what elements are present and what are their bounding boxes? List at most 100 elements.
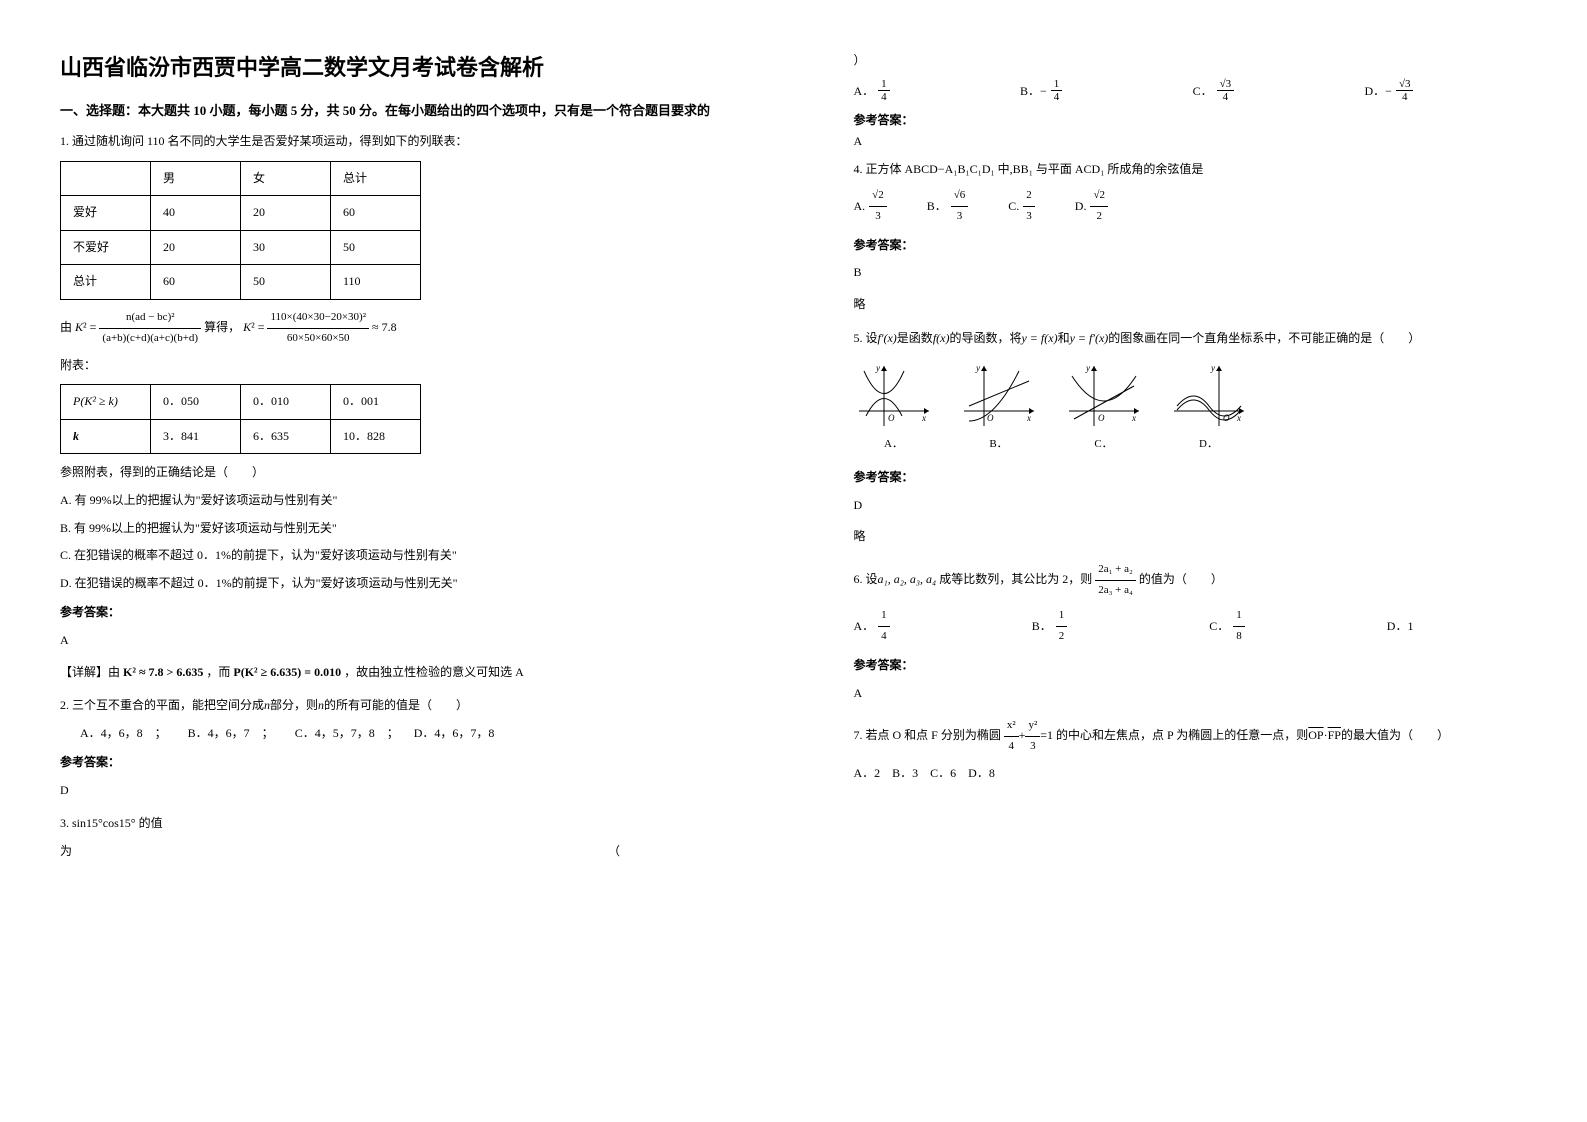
svg-text:y: y (875, 363, 880, 373)
table-row: 爱好 40 20 60 (61, 196, 421, 231)
table-cell: 男 (151, 161, 241, 196)
q4-stem: 4. 正方体 ABCD−A₁B₁C₁D₁ 中,BB₁ 与平面 ACD₁ 所成角的… (854, 159, 1528, 181)
q5-graphs: O x y A． O x y B． (854, 361, 1528, 455)
q3-line2: 为 （ (60, 841, 620, 863)
q1-conclude: 参照附表，得到的正确结论是（ ） (60, 462, 734, 484)
table-cell: 60 (331, 196, 421, 231)
graph-a-svg: O x y (854, 361, 934, 431)
q5-note: 略 (854, 526, 1528, 548)
q5-prefix: 5. 设 (854, 331, 878, 345)
q7-options: A．2 B．3 C．6 D．8 (854, 763, 1528, 785)
vec-fp: FP (1328, 728, 1341, 742)
detail-mid2: ，而 (206, 665, 230, 679)
q2-stem-suffix: 的所有可能的值是（ ） (324, 698, 468, 712)
svg-text:O: O (1098, 413, 1105, 423)
k2-rhs-num: 110×(40×30−20×30)² (267, 308, 369, 329)
table-cell: 50 (241, 265, 331, 300)
frac-num: √3 (1396, 78, 1414, 91)
answer-label: 参考答案： (854, 467, 1528, 489)
k2-approx: ≈ 7.8 (372, 320, 397, 334)
q4-opt-a: A.√23 (854, 186, 887, 227)
q2-stem-prefix: 2. 三个互不重合的平面，能把空间分成 (60, 698, 264, 712)
svg-text:x: x (921, 413, 926, 423)
q1-answer: A (60, 630, 734, 652)
detail-suffix: ，故由独立性检验的意义可知选 A (344, 665, 524, 679)
question-2: 2. 三个互不重合的平面，能把空间分成n部分，则n的所有可能的值是（ ） A．4… (60, 695, 734, 801)
q4-note: 略 (854, 294, 1528, 316)
frac-den: 2 (1056, 627, 1068, 647)
q6-stem: 6. 设a₁, a₂, a₃, a₄ 成等比数列，其公比为 2，则 2a₁ + … (854, 560, 1528, 601)
frac-num: √3 (1217, 78, 1235, 91)
q6-opt-d: D．1 (1387, 606, 1414, 647)
frac-den: 8 (1233, 627, 1245, 647)
opt-label: D. (1075, 196, 1087, 218)
q6-prefix: 6. 设 (854, 572, 878, 586)
q6-seq: a₁, a₂, a₃, a₄ (878, 572, 937, 586)
vec-op: OP (1308, 728, 1323, 742)
frac-num: 1 (878, 606, 890, 627)
graph-a: O x y A． (854, 361, 934, 455)
graph-b: O x y B． (959, 361, 1039, 455)
table-cell: 总计 (61, 265, 151, 300)
ell-num1: x² (1004, 716, 1019, 737)
table-row: P(K² ≥ k) 0．050 0．010 0．001 (61, 385, 421, 420)
q7-stem: 7. 若点 O 和点 F 分别为椭圆 x²4+y²3=1 的中心和左焦点，点 P… (854, 716, 1528, 757)
frac-den: 3 (1023, 207, 1035, 227)
q1-opt-d: D. 在犯错误的概率不超过 0．1%的前提下，认为"爱好该项运动与性别无关" (60, 573, 734, 595)
frac-num: √2 (869, 186, 887, 207)
svg-text:x: x (1131, 413, 1136, 423)
q6-opt-c: C．18 (1209, 606, 1245, 647)
q2-stem: 2. 三个互不重合的平面，能把空间分成n部分，则n的所有可能的值是（ ） (60, 695, 734, 717)
table-cell: 0．010 (241, 385, 331, 420)
detail-prefix: 【详解】由 (60, 665, 120, 679)
frac-den: 4 (878, 627, 890, 647)
q6-mid: 成等比数列，其公比为 2，则 (939, 572, 1092, 586)
frac-den: 4 (878, 91, 890, 103)
table-row: 总计 60 50 110 (61, 265, 421, 300)
opt-label: C. (1008, 196, 1019, 218)
q6-options: A．14 B．12 C．18 D．1 (854, 606, 1414, 647)
graph-d: O x y D． (1169, 361, 1249, 455)
graph-label: D． (1169, 435, 1249, 455)
table-row: 不爱好 20 30 50 (61, 230, 421, 265)
svg-text:x: x (1236, 413, 1241, 423)
q1-stem: 1. 通过随机询问 110 名不同的大学生是否爱好某项运动，得到如下的列联表： (60, 131, 734, 153)
q5-mid2: 的导函数，将 (949, 331, 1021, 345)
table-row: k 3．841 6．635 10．828 (61, 419, 421, 454)
ell-num2: y² (1025, 716, 1040, 737)
q7-prefix: 7. 若点 O 和点 F 分别为椭圆 (854, 728, 1001, 742)
table-cell: 50 (331, 230, 421, 265)
question-5: 5. 设f′(x)是函数f(x)的导函数，将y = f(x)和y = f′(x)… (854, 328, 1528, 548)
q3-answer: A (854, 134, 1528, 149)
graph-d-svg: O x y (1169, 361, 1249, 431)
q2-options: A．4，6，8 ； B．4，6，7 ； C．4，5，7，8 ； D．4，6，7，… (60, 723, 734, 745)
q7-suffix: 的最大值为（ ） (1341, 728, 1449, 742)
q3-opt-b: B．−14 (1020, 78, 1062, 103)
q5-answer: D (854, 495, 1528, 517)
q2-opt-d: D．4，6，7，8 (414, 726, 495, 740)
q7-mid: 的中心和左焦点，点 P 为椭圆上的任意一点，则 (1056, 728, 1308, 742)
detail-p: P(K² ≥ 6.635) = 0.010 (233, 665, 341, 679)
opt-label: C． (1193, 82, 1213, 99)
opt-label: B．− (1020, 82, 1047, 99)
q3-opt-a: A．14 (854, 78, 890, 103)
q3-options: A．14 B．−14 C． √3 4 D．−√34 (854, 78, 1414, 103)
answer-label: 参考答案： (60, 752, 734, 774)
plus-icon: + (1019, 728, 1026, 742)
q3-line2-prefix: 为 (60, 841, 72, 863)
table-cell: 60 (151, 265, 241, 300)
q1-appendix-label: 附表： (60, 355, 734, 377)
k2-den: (a+b)(c+d)(a+c)(b+d) (99, 329, 201, 349)
q3-suffix: 的值 (139, 816, 163, 830)
q3-opt-d: D．−√34 (1365, 78, 1414, 103)
q6-frac-den: 2a₃ + a₄ (1095, 581, 1136, 601)
graph-b-svg: O x y (959, 361, 1039, 431)
table-cell: P(K² ≥ k) (61, 385, 151, 420)
formula-prefix: 由 (60, 320, 72, 334)
q2-stem-mid: 部分，则 (270, 698, 318, 712)
table-cell: 爱好 (61, 196, 151, 231)
q3-prefix: 3. (60, 816, 72, 830)
question-4: 4. 正方体 ABCD−A₁B₁C₁D₁ 中,BB₁ 与平面 ACD₁ 所成角的… (854, 159, 1528, 316)
opt-label: A． (854, 616, 875, 638)
table-cell: 40 (151, 196, 241, 231)
